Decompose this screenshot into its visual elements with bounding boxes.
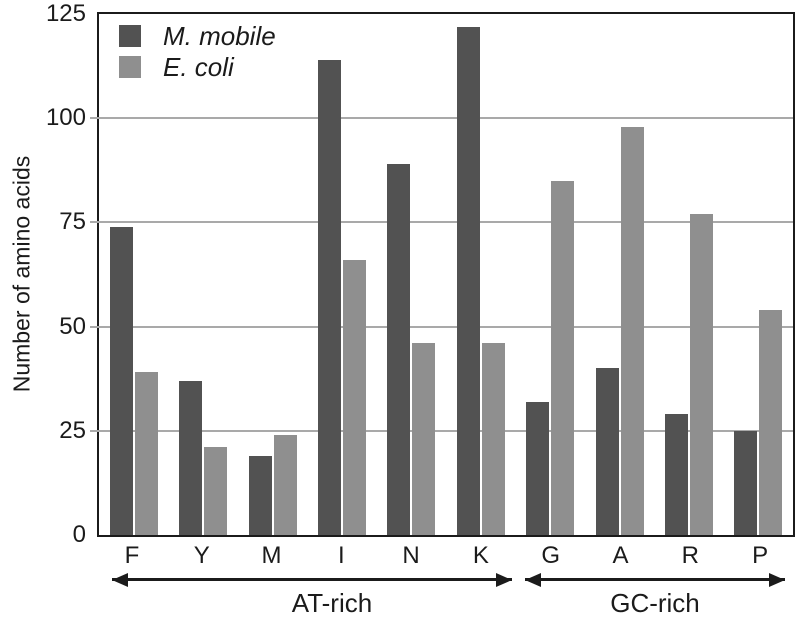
- gridline-50: [99, 325, 793, 328]
- y-axis-title: Number of amino acids: [8, 155, 35, 393]
- y-tick-label-50: 50: [59, 312, 86, 340]
- bar-group-N: [377, 14, 446, 535]
- bar-group-R: [654, 14, 723, 535]
- bar-m-mobile-P: [734, 431, 758, 535]
- y-tick-label-0: 0: [72, 521, 86, 548]
- bar-e-coli-N: [412, 343, 436, 535]
- bar-group-P: [724, 14, 793, 535]
- x-category-label-A: A: [612, 542, 629, 569]
- gc-rich-range-arrow: [525, 578, 785, 581]
- legend-label-e-coli: E. coli: [163, 52, 234, 82]
- x-category-label-N: N: [402, 542, 420, 569]
- bar-e-coli-A: [620, 127, 644, 535]
- x-category-label-K: K: [472, 542, 489, 569]
- legend-swatch-m-mobile: [119, 25, 141, 47]
- bar-e-coli-G: [551, 181, 575, 535]
- bar-e-coli-I: [342, 260, 366, 535]
- y-tick-mark-25: [90, 429, 99, 432]
- bar-m-mobile-G: [526, 402, 550, 535]
- gridline-100: [99, 117, 793, 120]
- bar-m-mobile-F: [109, 227, 133, 535]
- bar-e-coli-P: [759, 310, 783, 535]
- x-category-label-I: I: [337, 542, 345, 569]
- bar-e-coli-K: [481, 343, 505, 535]
- gc-rich-group-label: GC-rich: [610, 588, 700, 618]
- x-category-label-P: P: [752, 542, 769, 569]
- bar-group-K: [446, 14, 515, 535]
- at-rich-range-arrow: [112, 578, 512, 581]
- bar-m-mobile-K: [456, 27, 480, 535]
- bar-m-mobile-A: [595, 368, 619, 535]
- bar-m-mobile-N: [387, 164, 411, 535]
- x-category-label-G: G: [541, 542, 561, 569]
- bar-m-mobile-M: [248, 456, 272, 535]
- gridline-75: [99, 221, 793, 224]
- bar-group-Y: [168, 14, 237, 535]
- x-category-label-F: F: [124, 542, 140, 569]
- at-rich-group-label: AT-rich: [291, 588, 373, 618]
- bar-group-G: [515, 14, 584, 535]
- x-category-label-M: M: [261, 542, 282, 569]
- y-tick-mark-50: [90, 325, 99, 328]
- plot-area: M. mobile E. coli: [90, 12, 795, 537]
- bars-container: [99, 14, 793, 535]
- y-tick-label-100: 100: [45, 104, 86, 132]
- y-tick-label-25: 25: [59, 416, 86, 444]
- bar-group-A: [585, 14, 654, 535]
- y-tick-label-75: 75: [59, 208, 86, 236]
- legend-row-e-coli: E. coli: [119, 54, 276, 80]
- x-category-label-R: R: [681, 542, 699, 569]
- y-tick-label-125: 125: [45, 0, 86, 27]
- bar-m-mobile-Y: [179, 381, 203, 535]
- bar-group-I: [307, 14, 376, 535]
- legend-swatch-e-coli: [119, 56, 141, 78]
- bar-e-coli-M: [273, 435, 297, 535]
- bar-e-coli-F: [134, 372, 158, 535]
- legend: M. mobile E. coli: [119, 23, 276, 80]
- legend-label-m-mobile: M. mobile: [163, 21, 276, 51]
- bar-group-F: [99, 14, 168, 535]
- bar-m-mobile-R: [664, 414, 688, 535]
- y-tick-mark-75: [90, 221, 99, 224]
- y-tick-mark-100: [90, 117, 99, 120]
- bar-group-M: [238, 14, 307, 535]
- bar-e-coli-R: [689, 214, 713, 535]
- x-category-label-Y: Y: [193, 542, 210, 569]
- legend-row-m-mobile: M. mobile: [119, 23, 276, 49]
- bar-m-mobile-I: [317, 60, 341, 535]
- gridline-25: [99, 429, 793, 432]
- bar-e-coli-Y: [204, 447, 228, 535]
